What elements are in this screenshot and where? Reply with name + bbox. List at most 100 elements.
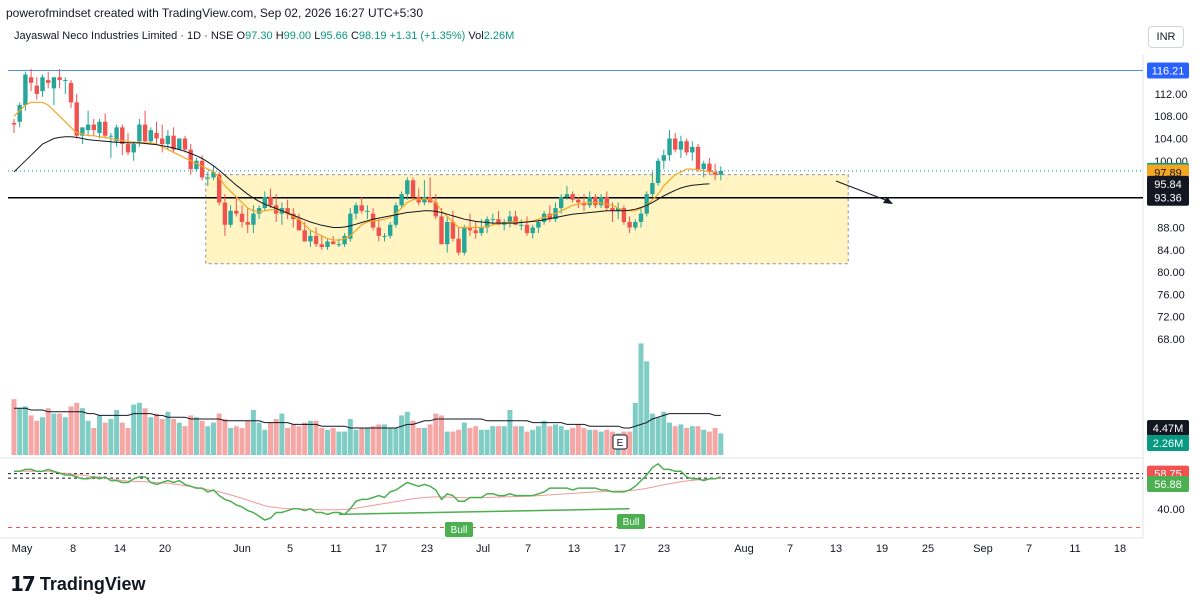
candle: [205, 177, 210, 179]
volume-bar: [547, 426, 553, 455]
candle: [570, 194, 575, 200]
volume-bar: [473, 426, 479, 455]
candle: [479, 227, 484, 234]
candle: [661, 155, 666, 161]
price-label: 95.84: [1154, 179, 1182, 191]
candle: [678, 141, 684, 150]
arrow-line: [835, 180, 889, 202]
volume-bar: [142, 408, 148, 455]
candle: [211, 171, 216, 178]
price-tick-label: 80.00: [1157, 267, 1185, 279]
candle: [74, 102, 79, 136]
tradingview-logo[interactable]: 17 TradingView: [10, 572, 146, 596]
candle: [108, 135, 114, 137]
candle: [34, 85, 39, 94]
candle: [23, 74, 28, 106]
candle: [467, 227, 473, 231]
volume-bar: [484, 429, 490, 455]
volume-bar: [57, 413, 63, 455]
open-value: 97.30: [245, 30, 273, 42]
x-tick-label: 7: [525, 543, 531, 555]
volume-bar: [302, 422, 308, 455]
candle: [547, 213, 552, 220]
volume-bar: [45, 408, 51, 455]
volume-bar: [404, 411, 410, 455]
volume-bar: [364, 428, 370, 455]
volume-bar: [427, 424, 433, 455]
x-tick-label: 11: [330, 543, 341, 555]
volume-bar: [661, 411, 667, 455]
price-label: 93.36: [1154, 193, 1182, 205]
volume-bar: [553, 424, 558, 455]
candle: [633, 221, 638, 228]
candle: [684, 141, 689, 153]
price-tick-label: 72.00: [1157, 312, 1185, 324]
volume-bar: [507, 410, 513, 455]
candle: [638, 213, 644, 222]
candle: [650, 183, 655, 195]
volume-bar: [513, 426, 519, 455]
candle: [450, 221, 456, 239]
volume-bar: [592, 429, 598, 455]
x-tick-label: Jun: [233, 543, 251, 555]
candle: [496, 219, 501, 225]
symbol-name[interactable]: Jayaswal Neco Industries Limited · 1D · …: [14, 30, 234, 42]
volume-bar: [695, 426, 701, 455]
earnings-marker-label: E: [617, 438, 624, 449]
volume-bar: [125, 428, 131, 455]
currency-button[interactable]: INR: [1148, 26, 1184, 48]
volume-bar: [51, 413, 57, 455]
volume-bar: [273, 419, 279, 455]
volume-ma-line: [14, 407, 721, 429]
price-tick-label: 84.00: [1157, 245, 1185, 257]
candle: [690, 146, 695, 153]
volume-bar: [199, 420, 205, 455]
volume-bar: [262, 429, 268, 455]
volume-bar: [342, 431, 348, 455]
candle: [171, 135, 176, 150]
volume-bar: [421, 428, 427, 455]
volume-bar: [347, 419, 353, 455]
candle: [234, 210, 239, 214]
candle: [336, 244, 342, 246]
divergence-line: [338, 508, 630, 516]
candle: [199, 160, 205, 178]
volume-bar: [17, 408, 23, 455]
volume-bar: [376, 424, 382, 455]
candle: [228, 210, 233, 225]
sma-line: [13, 136, 710, 228]
volume-bar: [245, 420, 251, 455]
bull-label-tag: [445, 522, 473, 537]
candle: [63, 80, 68, 82]
candle: [673, 138, 678, 150]
volume-bar: [644, 361, 650, 455]
candle: [439, 216, 444, 245]
volume-bar: [233, 426, 239, 455]
volume-bar: [387, 428, 393, 455]
volume-bar: [655, 417, 661, 455]
candle: [57, 77, 62, 81]
volume-bar: [456, 429, 462, 455]
candle: [701, 163, 706, 170]
volume-bar: [541, 420, 547, 455]
volume-bar: [632, 402, 638, 455]
candle: [80, 127, 85, 136]
x-tick-label: 17: [614, 543, 626, 555]
open-label: O: [236, 30, 246, 42]
candle: [285, 208, 290, 214]
volume-bar: [136, 402, 142, 455]
symbol-legend: Jayaswal Neco Industries Limited · 1D · …: [14, 30, 514, 42]
candle: [707, 163, 712, 172]
candle: [262, 196, 267, 209]
candle: [695, 146, 701, 170]
candle: [188, 149, 193, 170]
volume-bar: [678, 424, 684, 455]
volume-bar: [496, 426, 501, 455]
candle: [154, 132, 159, 139]
bull-label-tag: [617, 514, 645, 529]
candle: [490, 219, 495, 221]
volume-bar: [336, 431, 342, 455]
candle: [484, 219, 490, 228]
candle: [177, 138, 182, 150]
